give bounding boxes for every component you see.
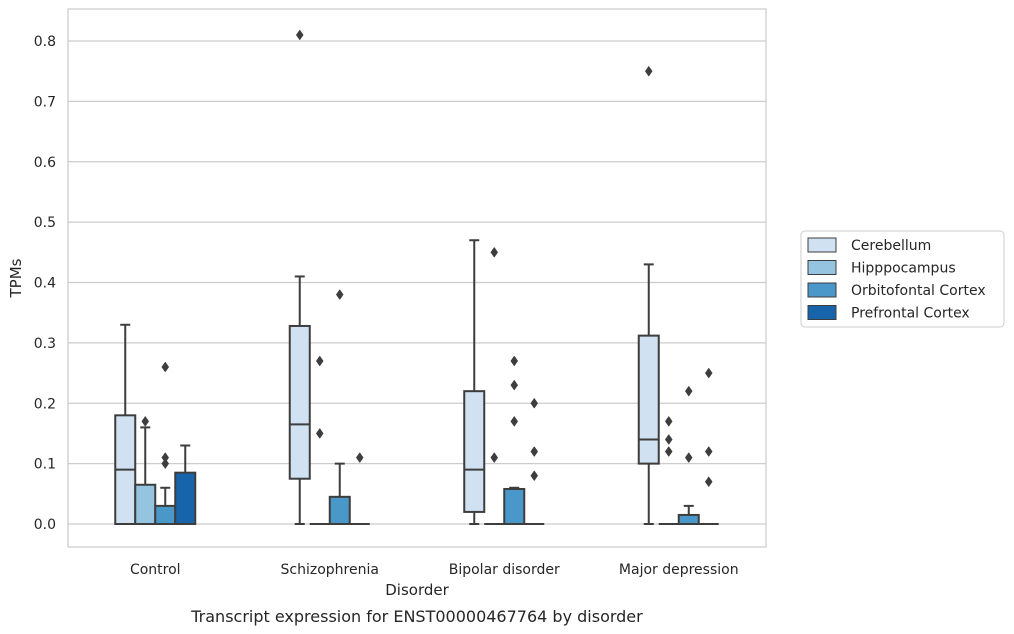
outlier-point: [141, 415, 150, 427]
box-cerebellum: [114, 323, 137, 526]
y-tick-label: 0.6: [34, 155, 56, 171]
box-hipppocampus: [658, 415, 679, 525]
outlier-point: [664, 434, 673, 445]
outlier-point: [704, 446, 713, 457]
boxes-layer: [114, 29, 719, 526]
box-orbitofontal-cortex: [677, 385, 700, 525]
legend-swatch: [807, 237, 837, 253]
legend-frame: [800, 230, 1005, 328]
legend-label: Prefrontal Cortex: [851, 306, 970, 322]
box-cerebellum: [637, 65, 660, 525]
outlier-point: [335, 289, 344, 301]
box-body: [134, 483, 157, 526]
box-hipppocampus: [484, 246, 505, 525]
box-cerebellum: [288, 29, 311, 525]
x-tick-labels: Control Schizophrenia Bipolar disorder Majo…: [130, 562, 739, 578]
y-tick-labels: 0.0 0.1 0.2 0.3 0.4 0.5 0.6 0.7 0.8: [34, 34, 56, 533]
box-cerebellum: [463, 239, 486, 525]
x-tick-label: Major depression: [619, 562, 739, 578]
box-hipppocampus: [309, 355, 330, 525]
box-hipppocampus: [134, 415, 157, 526]
y-axis-label: TPMs: [7, 258, 25, 298]
box-orbitofontal-cortex: [328, 289, 351, 525]
box-body: [503, 487, 526, 526]
y-tick-label: 0.4: [34, 276, 56, 292]
box-prefrontal-cortex: [524, 397, 545, 525]
legend-label: Orbitofontal Cortex: [851, 283, 986, 299]
outlier-point: [490, 246, 499, 258]
outlier-point: [510, 379, 519, 391]
outlier-point: [490, 452, 499, 464]
y-tick-label: 0.8: [34, 34, 56, 50]
box-body: [637, 334, 660, 465]
x-tick-label: Control: [130, 562, 181, 578]
y-tick-label: 0.7: [34, 94, 56, 110]
legend: Cerebellum Hipppocampus Orbitofontal Corte…: [800, 230, 1005, 328]
outlier-point: [530, 470, 539, 482]
box-prefrontal-cortex: [349, 452, 370, 525]
box-body: [328, 495, 351, 525]
outlier-point: [664, 446, 673, 457]
legend-swatch: [807, 260, 837, 275]
outlier-point: [664, 415, 673, 427]
y-tick-label: 0.3: [34, 336, 56, 352]
box-body: [174, 471, 197, 525]
outlier-point: [644, 65, 653, 77]
outlier-point: [684, 385, 693, 397]
outlier-point: [161, 361, 170, 373]
box-prefrontal-cortex: [174, 444, 197, 525]
outlier-point: [355, 452, 364, 464]
y-tick-label: 0.0: [34, 517, 56, 533]
outlier-point: [530, 397, 539, 409]
box-body: [154, 504, 177, 526]
y-tick-label: 0.5: [34, 215, 56, 231]
outlier-point: [704, 367, 713, 379]
outlier-point: [295, 29, 304, 41]
chart-caption: Transcript expression for ENST0000046776…: [190, 607, 643, 626]
y-tick-label: 0.2: [34, 396, 56, 412]
legend-label: Cerebellum: [851, 238, 931, 254]
x-tick-label: Schizophrenia: [281, 562, 379, 578]
box-body: [463, 390, 486, 513]
outlier-point: [684, 452, 693, 464]
outlier-point: [530, 446, 539, 457]
outlier-point: [161, 458, 170, 470]
box-orbitofontal-cortex: [154, 361, 177, 526]
outlier-point: [510, 355, 519, 367]
x-axis-label: Disorder: [385, 581, 449, 599]
y-tick-label: 0.1: [34, 457, 56, 473]
box-body: [677, 513, 700, 525]
box-prefrontal-cortex: [698, 367, 719, 525]
x-tick-label: Bipolar disorder: [449, 562, 560, 578]
box-orbitofontal-cortex: [503, 355, 526, 526]
legend-label: Hipppocampus: [851, 261, 956, 277]
legend-swatch: [807, 282, 837, 298]
box-body: [288, 324, 311, 480]
outlier-point: [704, 476, 713, 488]
grid-lines: [68, 40, 766, 525]
outlier-point: [315, 355, 324, 367]
plot-frame: [67, 8, 767, 548]
legend-swatch: [807, 305, 837, 320]
outlier-point: [315, 428, 324, 439]
outlier-point: [510, 415, 519, 427]
